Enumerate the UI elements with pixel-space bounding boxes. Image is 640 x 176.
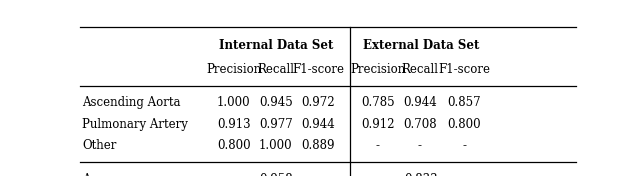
Text: Precision: Precision xyxy=(350,63,405,76)
Text: 0.944: 0.944 xyxy=(301,118,335,131)
Text: 0.944: 0.944 xyxy=(403,96,436,109)
Text: -: - xyxy=(376,139,380,152)
Text: 0.785: 0.785 xyxy=(361,96,394,109)
Text: 0.945: 0.945 xyxy=(259,96,292,109)
Text: 1.000: 1.000 xyxy=(259,139,292,152)
Text: Recall: Recall xyxy=(401,63,438,76)
Text: F1-score: F1-score xyxy=(438,63,490,76)
Text: 0.857: 0.857 xyxy=(447,96,481,109)
Text: 0.977: 0.977 xyxy=(259,118,292,131)
Text: Precision: Precision xyxy=(206,63,261,76)
Text: 0.800: 0.800 xyxy=(447,118,481,131)
Text: Ascending Aorta: Ascending Aorta xyxy=(83,96,181,109)
Text: -: - xyxy=(463,139,467,152)
Text: 1.000: 1.000 xyxy=(217,96,251,109)
Text: F1-score: F1-score xyxy=(292,63,344,76)
Text: 0.912: 0.912 xyxy=(361,118,394,131)
Text: -: - xyxy=(418,139,422,152)
Text: Pulmonary Artery: Pulmonary Artery xyxy=(83,118,188,131)
Text: External Data Set: External Data Set xyxy=(363,39,479,52)
Text: Other: Other xyxy=(83,139,117,152)
Text: 0.833: 0.833 xyxy=(404,173,438,176)
Text: 0.800: 0.800 xyxy=(217,139,251,152)
Text: 0.708: 0.708 xyxy=(403,118,436,131)
Text: Recall: Recall xyxy=(257,63,294,76)
Text: 0.889: 0.889 xyxy=(301,139,335,152)
Text: Accuracy: Accuracy xyxy=(83,173,138,176)
Text: 0.958: 0.958 xyxy=(259,173,292,176)
Text: Internal Data Set: Internal Data Set xyxy=(219,39,333,52)
Text: 0.913: 0.913 xyxy=(217,118,251,131)
Text: 0.972: 0.972 xyxy=(301,96,335,109)
